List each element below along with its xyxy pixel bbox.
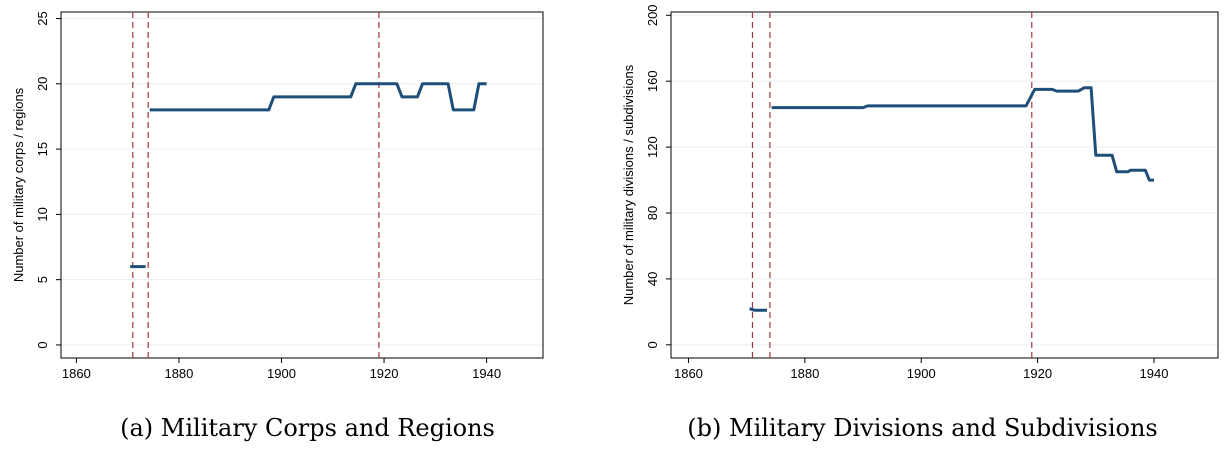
chart-a-series-line-2 — [149, 82, 487, 112]
chart-b-x-tick-label: 1900 — [907, 366, 936, 381]
chart-b-y-tick-label: 40 — [645, 272, 660, 286]
chart-a-svg: 0 5 10 15 20 25 1860 1880 1900 1920 1940 Number of … — [11, 11, 544, 381]
chart-b-x-tick-label: 1860 — [674, 366, 703, 381]
chart-a-y-tick-label: 5 — [35, 276, 50, 283]
chart-b-series-line-1 — [749, 307, 767, 312]
chart-a-y-tick-label: 10 — [35, 207, 50, 221]
chart-a-x-tick-label: 1880 — [164, 366, 193, 381]
chart-b-caption: (b) Military Divisions and Subdivisions — [687, 414, 1158, 442]
chart-a-x-tick-label: 1920 — [370, 366, 399, 381]
chart-a-y-tick-label: 20 — [35, 77, 50, 91]
chart-a-y-tick-label: 0 — [35, 341, 50, 348]
chart-a-y-tick-label: 25 — [35, 11, 50, 25]
chart-b-y-axis-title: Number of military divisions / subdivisi… — [621, 64, 636, 305]
chart-a-x-tick-label: 1860 — [62, 366, 91, 381]
chart-a-plot-frame — [60, 11, 544, 359]
chart-a-caption: (a) Military Corps and Regions — [120, 414, 495, 442]
chart-b-svg: 0 40 80 120 160 200 1860 1880 1900 1920 1940 Number… — [621, 4, 1219, 381]
chart-panel-a: 0 5 10 15 20 25 1860 1880 1900 1920 1940 Number of … — [0, 0, 615, 456]
chart-b-y-tick-label: 80 — [645, 206, 660, 220]
chart-a-x-tick-label: 1940 — [472, 366, 501, 381]
chart-a-y-tick-label: 15 — [35, 142, 50, 156]
chart-b-series-line-2 — [771, 86, 1154, 182]
chart-b-y-tick-label: 200 — [645, 4, 660, 26]
chart-b-y-tick-label: 160 — [645, 70, 660, 92]
chart-a-y-axis-title: Number of military corps / regions — [11, 87, 26, 282]
chart-panel-b: 0 40 80 120 160 200 1860 1880 1900 1920 1940 Number… — [615, 0, 1230, 456]
chart-b-x-tick-label: 1920 — [1023, 366, 1052, 381]
chart-b-plot-frame — [670, 11, 1219, 359]
chart-b-x-tick-label: 1880 — [790, 366, 819, 381]
chart-a-x-tick-label: 1900 — [267, 366, 296, 381]
chart-b-y-tick-label: 0 — [645, 341, 660, 348]
chart-b-y-tick-label: 120 — [645, 136, 660, 158]
chart-b-x-tick-label: 1940 — [1140, 366, 1169, 381]
